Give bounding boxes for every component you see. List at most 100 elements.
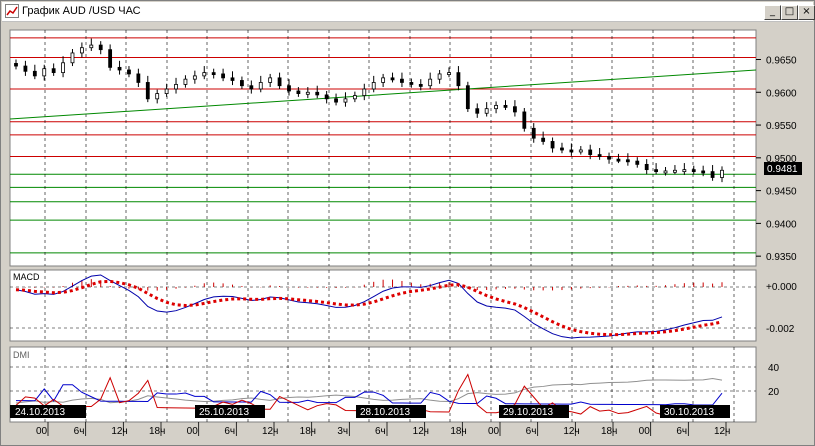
macd-tick-zero: +0.000 (766, 282, 797, 293)
price-bar (202, 72, 207, 77)
price-bar (371, 82, 376, 90)
date-label: 30.10.2013 (664, 407, 714, 418)
time-tick-label: 18ч (450, 426, 466, 437)
minimize-button[interactable]: _ (764, 5, 781, 20)
time-tick-label: 6ч (74, 426, 85, 437)
date-box (356, 405, 426, 418)
dmi-plus-line (15, 384, 723, 406)
price-bar (117, 66, 122, 71)
price-bar (447, 72, 451, 76)
price-bar (607, 156, 611, 160)
price-bar (362, 88, 367, 96)
price-axis: 0.9650 0.9600 0.9550 0.9500 0.9450 0.9400 0.93… (756, 56, 797, 263)
dmi-adx-line (15, 378, 723, 404)
price-bar (305, 91, 310, 95)
time-tick-label: 00 (488, 426, 500, 437)
price-bar (710, 171, 715, 178)
price-bar (136, 73, 141, 83)
price-bar (409, 82, 414, 85)
time-tick-label: 6ч (375, 426, 386, 437)
price-bar (635, 160, 640, 165)
macd-label: MACD (13, 272, 40, 282)
price-bar (701, 170, 706, 174)
time-tick-label: 00 (187, 426, 199, 437)
price-tick-label: 0.9450 (766, 187, 797, 198)
price-bar (334, 98, 338, 103)
price-bar (70, 52, 75, 64)
time-tick-label: 00 (639, 426, 651, 437)
price-bar (277, 77, 282, 87)
price-bar (183, 78, 188, 85)
price-bar (249, 85, 254, 90)
time-tick-label: 12ч (111, 426, 127, 437)
price-bar (588, 149, 593, 155)
macd-histogram (15, 279, 723, 291)
price-bar (503, 104, 508, 108)
price-bar (644, 163, 649, 171)
price-bar (691, 169, 696, 173)
price-bar (258, 82, 263, 90)
date-label: 25.10.2013 (199, 407, 249, 418)
price-bar (89, 44, 94, 49)
price-bar (465, 85, 470, 110)
date-labels: 24.10.2013 25.10.2013 28.10.2013 29.10.2… (10, 405, 730, 418)
price-bar (23, 65, 28, 72)
current-price-label: 0.9481 (767, 164, 798, 175)
price-bar (597, 154, 602, 157)
macd-tick-neg: -0.002 (766, 324, 795, 335)
time-tick-label: 6ч (526, 426, 537, 437)
time-tick-label: 12ч (563, 426, 579, 437)
price-tick-label: 0.9650 (766, 56, 797, 67)
price-bar (560, 147, 564, 151)
close-button[interactable]: × (798, 5, 815, 20)
title-bar[interactable]: График AUD /USD ЧАС _ □ × (2, 2, 815, 22)
price-bar (625, 159, 630, 163)
price-bar (296, 90, 301, 94)
price-bar (531, 127, 536, 139)
dmi-tick-40: 40 (768, 363, 780, 374)
price-tick-label: 0.9350 (766, 252, 797, 263)
date-box (499, 405, 569, 418)
date-box (195, 405, 265, 418)
price-tick-label: 0.9550 (766, 121, 797, 132)
trend-line[interactable] (9, 69, 757, 120)
price-bar (324, 94, 329, 100)
price-tick-label: 0.9600 (766, 88, 797, 99)
price-bar (390, 77, 395, 81)
price-bar (240, 80, 244, 87)
price-bar (484, 108, 489, 114)
price-bar (98, 44, 103, 51)
price-bar (352, 95, 357, 100)
time-tick-label: 12ч (262, 426, 278, 437)
price-bar (164, 88, 169, 94)
price-tick-label: 0.9500 (766, 154, 797, 165)
price-bar (569, 149, 574, 153)
price-bar (211, 72, 216, 76)
price-bar (513, 106, 517, 113)
time-tick-label: 00 (36, 426, 48, 437)
time-tick-label: 12ч (714, 426, 730, 437)
time-tick-label: 12ч (413, 426, 429, 437)
price-bar (494, 104, 498, 110)
date-box (660, 405, 730, 418)
price-bar (32, 70, 37, 77)
time-tick-label: 6ч (676, 426, 687, 437)
price-bar (268, 77, 273, 83)
price-panel (9, 29, 757, 267)
price-bar (155, 93, 160, 100)
date-label: 28.10.2013 (360, 407, 410, 418)
price-bar (79, 47, 84, 54)
time-tick-label: 3ч (337, 426, 348, 437)
price-bar (343, 98, 348, 103)
price-levels (10, 37, 756, 254)
macd-line (15, 274, 723, 339)
price-bar (221, 73, 225, 79)
price-bar (541, 137, 546, 142)
date-label: 24.10.2013 (15, 407, 65, 418)
maximize-button[interactable]: □ (781, 5, 798, 20)
time-tick-label: 6ч (224, 426, 235, 437)
price-bar (682, 169, 687, 173)
price-bar (522, 111, 527, 129)
price-bar (51, 68, 56, 74)
date-label: 29.10.2013 (503, 407, 553, 418)
